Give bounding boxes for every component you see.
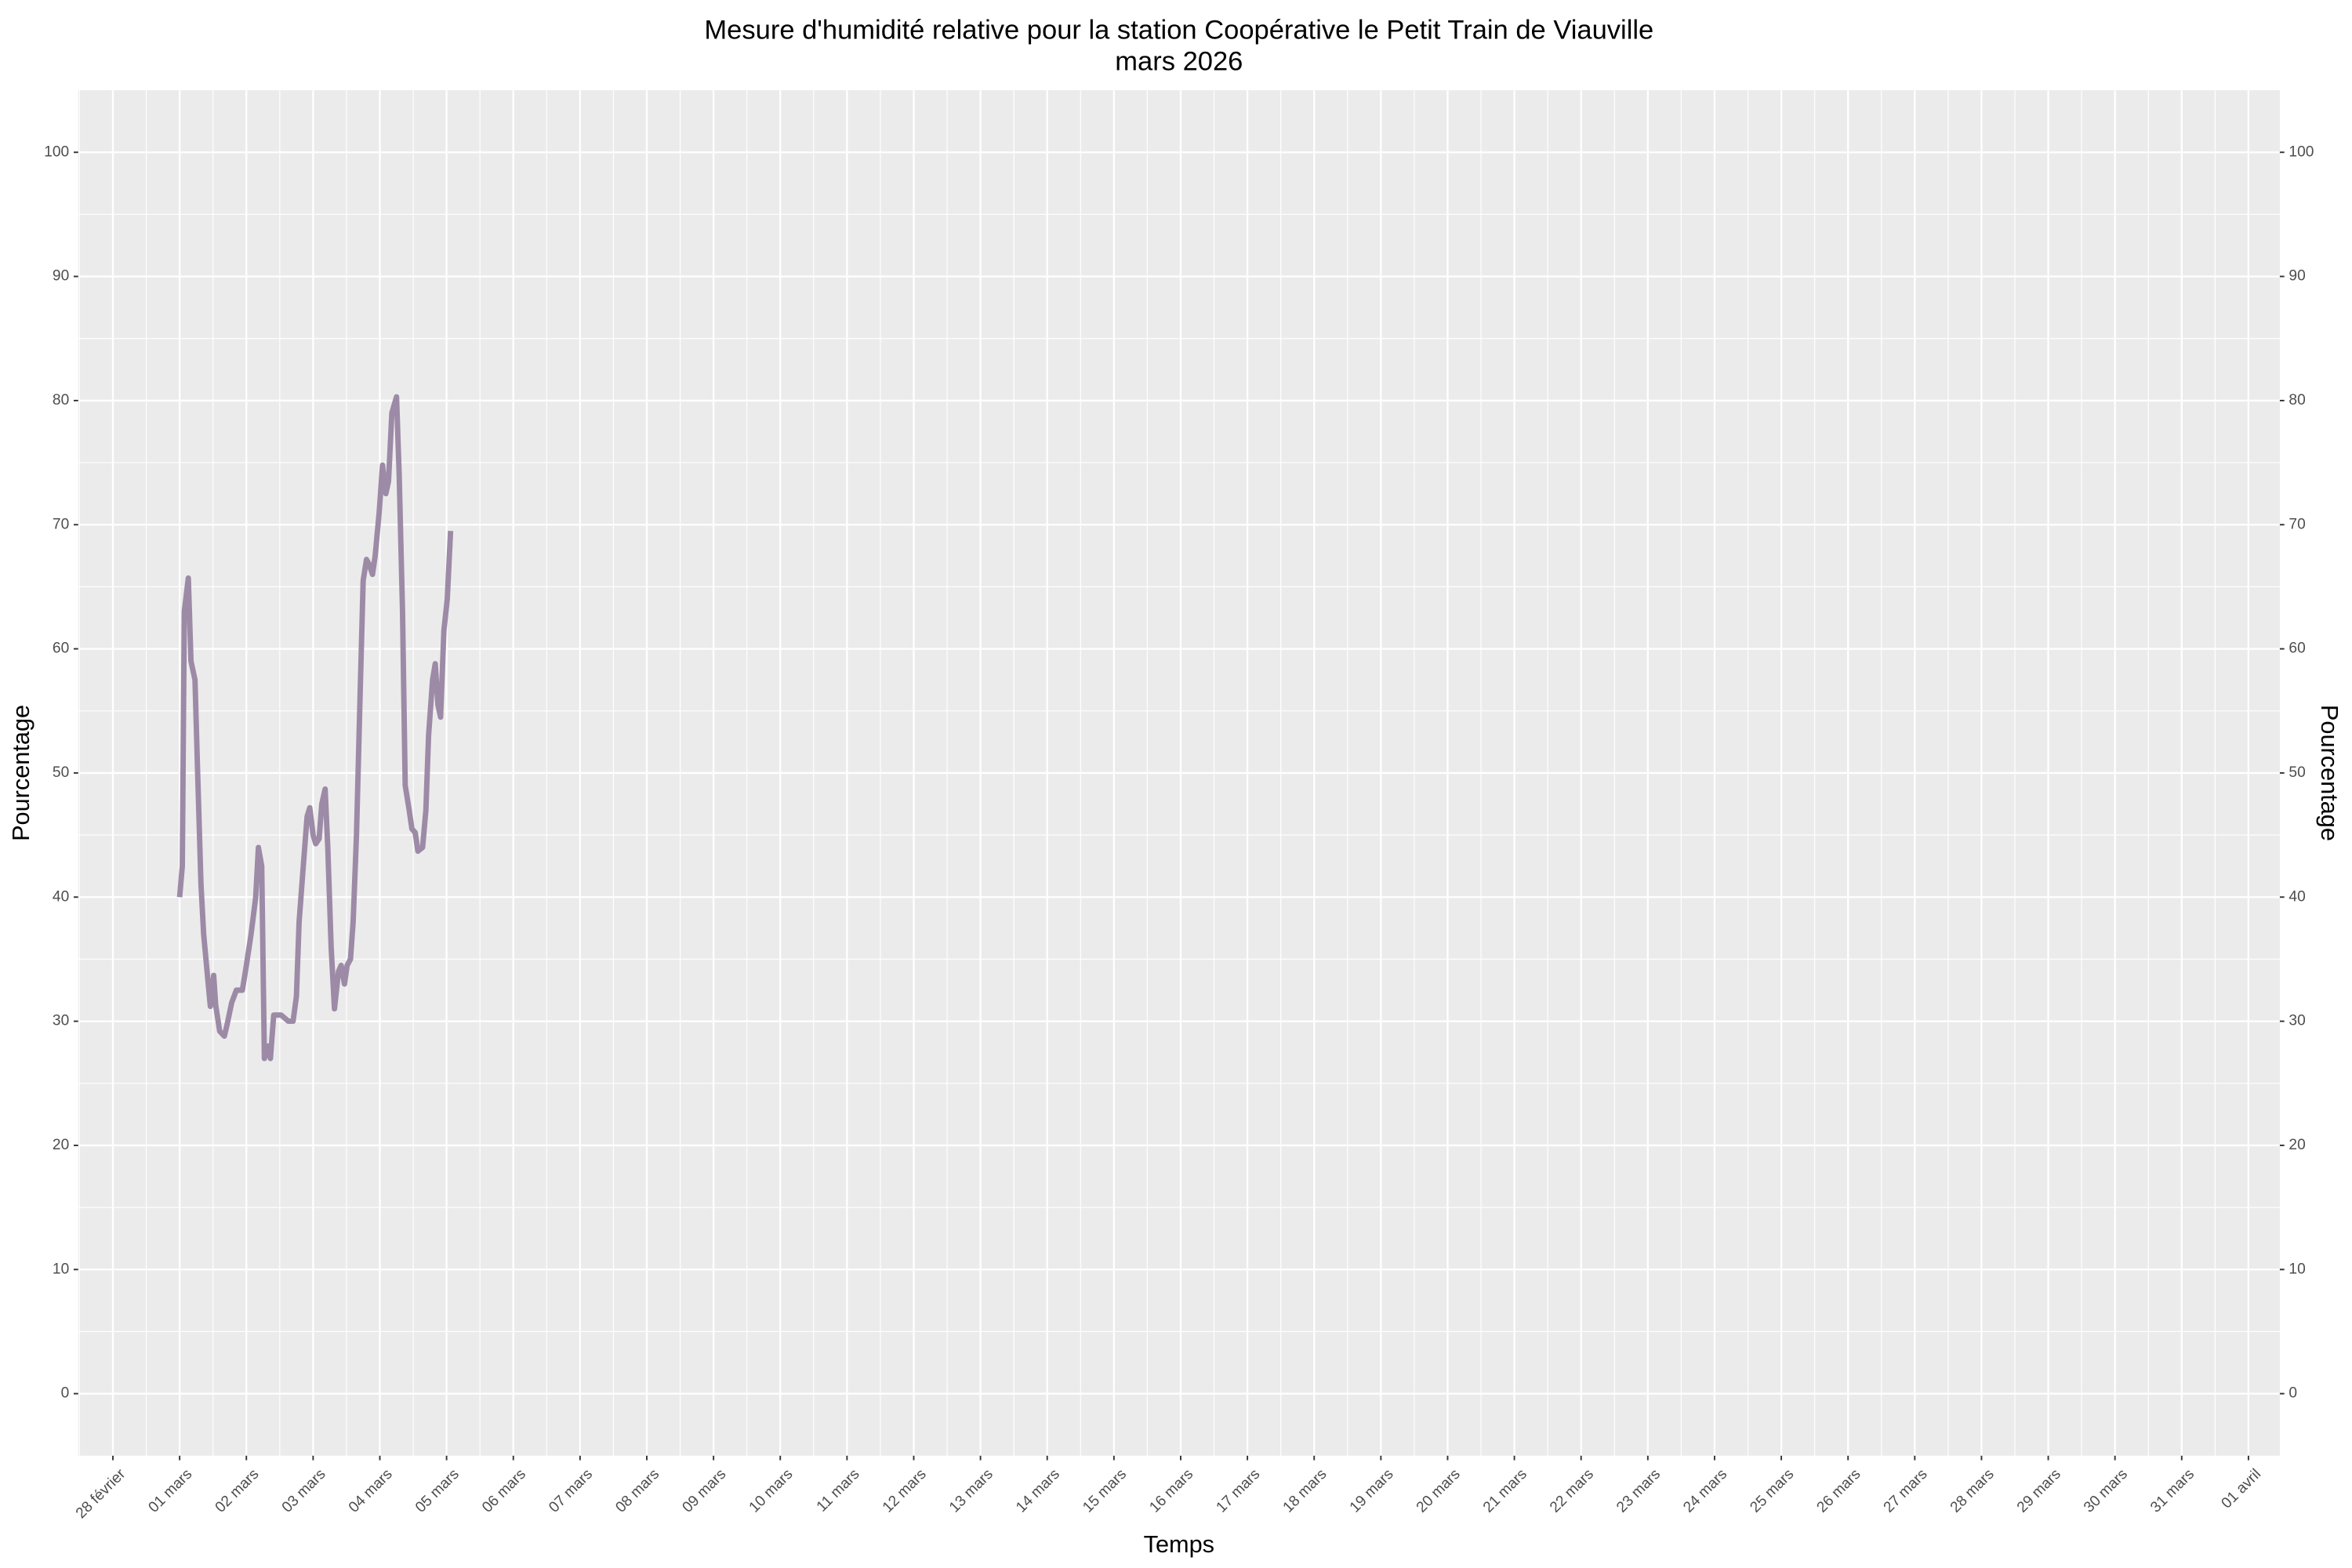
- x-tick-label: 17 mars: [1214, 1466, 1264, 1516]
- chart-title: Mesure d'humidité relative pour la stati…: [704, 15, 1653, 45]
- x-tick-label: 27 mars: [1881, 1466, 1931, 1516]
- x-tick-label: 12 mars: [880, 1466, 930, 1516]
- y-tick-label: 70: [53, 516, 69, 532]
- chart-subtitle: mars 2026: [1115, 47, 1243, 77]
- y-tick-label: 30: [53, 1013, 69, 1029]
- y-tick-label: 50: [53, 764, 69, 781]
- y2-tick-label: 10: [2288, 1261, 2305, 1277]
- x-tick-label: 28 mars: [1947, 1466, 1998, 1516]
- x-tick-label: 06 mars: [479, 1466, 529, 1516]
- x-tick-label: 22 mars: [1547, 1466, 1597, 1516]
- x-axis-title: Temps: [1144, 1530, 1214, 1558]
- y2-tick-label: 30: [2288, 1013, 2305, 1029]
- y-tick-label: 60: [53, 641, 69, 657]
- x-tick-label: 18 mars: [1280, 1466, 1330, 1516]
- x-tick-label: 23 mars: [1613, 1466, 1664, 1516]
- x-tick-label: 26 mars: [1814, 1466, 1864, 1516]
- y-tick-label: 20: [53, 1137, 69, 1153]
- y-tick-label: 0: [61, 1385, 70, 1402]
- x-tick-label: 28 février: [73, 1465, 129, 1522]
- x-tick-label: 19 mars: [1347, 1466, 1397, 1516]
- x-tick-label: 14 mars: [1013, 1466, 1063, 1516]
- x-tick-label: 25 mars: [1747, 1466, 1797, 1516]
- x-tick-label: 09 mars: [680, 1466, 730, 1516]
- x-tick-label: 02 mars: [212, 1466, 263, 1516]
- y2-tick-label: 90: [2288, 268, 2305, 285]
- x-tick-label: 11 mars: [814, 1466, 863, 1515]
- x-tick-label: 01 mars: [146, 1466, 196, 1516]
- y2-tick-label: 50: [2288, 764, 2305, 781]
- x-tick-label: 07 mars: [546, 1466, 596, 1516]
- y-axis-title: Pourcentage: [7, 705, 34, 841]
- x-tick-label: 20 mars: [1414, 1466, 1464, 1516]
- x-tick-label: 01 avril: [2219, 1466, 2265, 1512]
- x-tick-label: 15 mars: [1080, 1466, 1130, 1516]
- x-tick-label: 13 mars: [946, 1466, 996, 1516]
- x-tick-label: 24 mars: [1680, 1466, 1730, 1516]
- y2-tick-label: 0: [2288, 1385, 2297, 1402]
- data-line: [176, 394, 454, 1062]
- y-tick-label: 40: [53, 888, 69, 905]
- x-tick-label: 16 mars: [1146, 1466, 1196, 1516]
- y-tick-label: 100: [44, 143, 69, 160]
- y2-tick-label: 100: [2288, 143, 2314, 160]
- y2-axis-title: Pourcentage: [2316, 705, 2343, 841]
- x-tick-label: 05 mars: [412, 1466, 463, 1516]
- y2-tick-label: 70: [2288, 516, 2305, 532]
- y-tick-label: 10: [53, 1261, 69, 1277]
- x-tick-label: 03 mars: [279, 1466, 329, 1516]
- y2-tick-label: 80: [2288, 392, 2305, 408]
- x-tick-label: 04 mars: [346, 1466, 396, 1516]
- x-tick-label: 29 mars: [2014, 1466, 2064, 1516]
- y-tick-label: 80: [53, 392, 69, 408]
- x-tick-label: 31 mars: [2147, 1466, 2198, 1516]
- x-tick-label: 30 mars: [2081, 1466, 2131, 1516]
- y2-tick-label: 60: [2288, 641, 2305, 657]
- y-tick-label: 90: [53, 268, 69, 285]
- y2-tick-label: 20: [2288, 1137, 2305, 1153]
- y2-tick-label: 40: [2288, 888, 2305, 905]
- x-tick-label: 10 mars: [746, 1466, 797, 1516]
- x-tick-label: 21 mars: [1480, 1466, 1530, 1516]
- x-tick-label: 08 mars: [612, 1466, 662, 1516]
